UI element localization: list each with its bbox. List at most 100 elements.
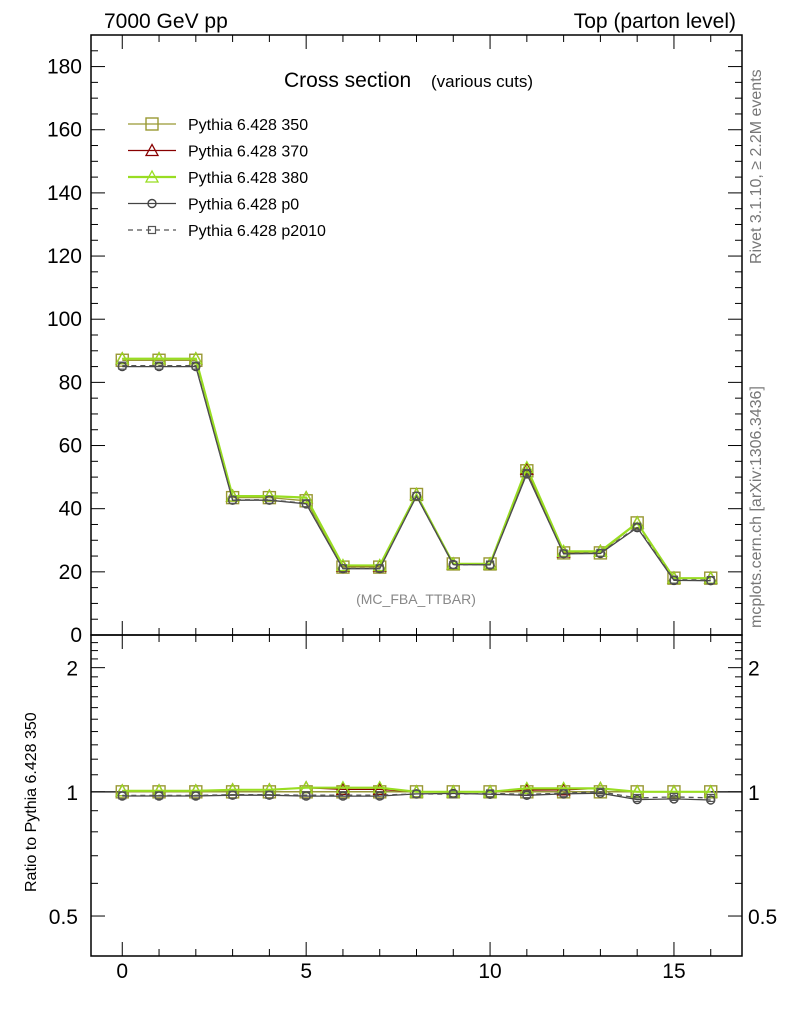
legend-entry: Pythia 6.428 350: [188, 117, 308, 134]
series-0-point: [115, 353, 129, 367]
series-2-main: [115, 351, 718, 584]
series-3-line: [122, 365, 711, 582]
series-2-point: [151, 351, 167, 365]
ratio-y-axis-label: Ratio to Pythia 6.428 350: [23, 712, 40, 892]
series-4-point: [265, 495, 274, 504]
series-4-ratio-point: [669, 792, 679, 801]
series-4-ratio-point: [375, 791, 384, 800]
legend-marker: [145, 117, 159, 131]
series-4-point: [191, 361, 200, 370]
legend: Pythia 6.428 350 Pythia 6.428 370 Pythia 6…: [128, 117, 326, 240]
y-tick-label: 40: [59, 498, 82, 521]
y-tick-label: 20: [59, 561, 82, 584]
series-2-point: [188, 351, 203, 365]
header-right: Top (parton level): [574, 10, 736, 33]
series-4-point: [338, 564, 348, 573]
series-2-point: [115, 351, 130, 365]
series-2-ratio-line: [122, 786, 711, 793]
ratio-plot-frame: [90, 634, 743, 957]
legend-entry: Pythia 6.428 380: [188, 170, 308, 187]
series-4-ratio-point: [118, 791, 127, 800]
series-1-ratio-point: [335, 782, 351, 796]
ratio-plot-ticks: 0 5 10 15 0.5 0.5 1 1 2 2: [49, 635, 777, 983]
ratio-tick-label-right: 1: [748, 782, 760, 805]
x-tick-label: 5: [300, 960, 312, 983]
series-4-point: [412, 491, 421, 501]
series-2-point: [299, 490, 314, 504]
series-4-ratio-point: [265, 790, 274, 799]
ratio-tick-label-right: 2: [748, 658, 760, 681]
series-4-point: [559, 549, 568, 558]
series-0-main: [115, 353, 718, 585]
series-4-ratio-point: [449, 790, 458, 799]
y-tick-label: 60: [59, 435, 82, 458]
legend-marker: [144, 143, 160, 157]
chart-title: Cross section: [284, 69, 411, 92]
series-4-point: [449, 560, 458, 569]
chart-subtitle: (various cuts): [431, 72, 533, 91]
series-4-point: [154, 361, 164, 370]
series-4-point: [522, 468, 531, 478]
series-4-ratio-point: [522, 790, 531, 799]
series-3-ratio-line: [122, 792, 711, 801]
header-left: 7000 GeV pp: [104, 10, 228, 33]
legend-marker: [144, 169, 160, 183]
series-4-ratio-point: [302, 791, 311, 800]
x-tick-label: 15: [662, 960, 685, 983]
series-4-ratio-point: [338, 791, 348, 800]
series-4-point: [596, 548, 605, 557]
series-4-point: [118, 361, 127, 370]
ratio-tick-label: 2: [66, 658, 78, 681]
ratio-tick-label-right: 0.5: [748, 906, 777, 929]
series-4-point: [485, 560, 495, 569]
mcplots-label: mcplots.cern.ch [arXiv:1306.3436]: [748, 386, 765, 628]
series-4-ratio-point: [412, 789, 421, 798]
series-1-line: [122, 358, 711, 579]
y-tick-label: 80: [59, 371, 82, 394]
legend-entry: Pythia 6.428 370: [188, 144, 308, 161]
y-tick-label: 100: [47, 308, 82, 331]
series-2-ratio-point: [630, 784, 645, 798]
series-2-point: [225, 488, 240, 502]
series-0-line: [122, 359, 711, 579]
series-4-point: [669, 575, 679, 584]
series-4-ratio-line: [122, 791, 711, 799]
series-4-ratio-point: [559, 789, 568, 798]
series-4-point: [633, 522, 642, 531]
series-4-ratio-point: [706, 793, 715, 803]
series-4-point: [302, 499, 311, 508]
analysis-label: (MC_FBA_TTBAR): [356, 591, 476, 607]
x-tick-label: 0: [116, 960, 128, 983]
series-3-main: [117, 361, 716, 586]
legend-marker: [147, 225, 157, 235]
y-tick-label: 160: [47, 119, 82, 142]
ratio-tick-label: 0.5: [49, 906, 78, 929]
series-2-ratio-point: [703, 784, 718, 798]
series-4-ratio-point: [633, 793, 642, 803]
legend-entry: Pythia 6.428 p2010: [188, 223, 326, 240]
main-plot-series: [115, 351, 718, 586]
series-4-ratio-point: [154, 791, 164, 800]
legend-marker: [147, 198, 157, 209]
main-plot-ticks: 0 20 40 60 80 100 120 140 160 180: [47, 34, 742, 647]
series-4-ratio-point: [596, 787, 605, 796]
ratio-tick-label: 1: [66, 782, 78, 805]
ratio-plot-series: [115, 780, 718, 805]
y-tick-label: 180: [47, 56, 82, 79]
rivet-label: Rivet 3.1.10, ≥ 2.2M events: [748, 69, 765, 264]
series-4-ratio-point: [228, 790, 237, 799]
series-2-ratio-point: [115, 783, 130, 797]
series-4-line: [122, 364, 711, 581]
y-tick-label: 120: [47, 245, 82, 268]
series-2-line: [122, 357, 711, 580]
series-4-point: [228, 495, 237, 504]
series-4-ratio-point: [191, 791, 200, 800]
series-4-point: [375, 564, 384, 573]
series-2-ratio-point: [519, 781, 534, 795]
x-tick-label: 10: [478, 960, 501, 983]
series-4-ratio: [118, 787, 715, 803]
legend-entry: Pythia 6.428 p0: [188, 197, 299, 214]
series-4-point: [706, 575, 715, 585]
series-4-main: [118, 361, 715, 585]
